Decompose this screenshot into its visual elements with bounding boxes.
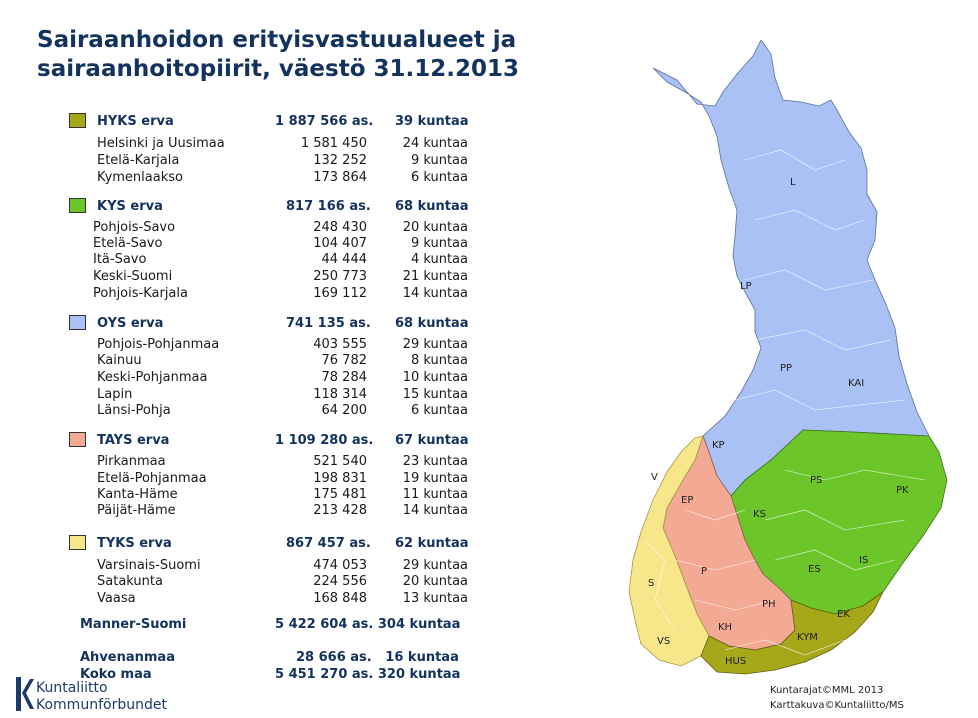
map-labels: L LP PP KAI KP PK PS KS EP V IS ES P S P… [648, 177, 909, 667]
legend-swatch-tyks [69, 535, 86, 550]
map-label: ES [808, 564, 821, 575]
region-hyks [700, 591, 884, 675]
group-municipalities: 39 kuntaa [395, 114, 469, 129]
page-title: Sairaanhoidon erityisvastuualueet ja sai… [37, 26, 597, 84]
map-label: PH [762, 599, 776, 610]
group-name: TYKS erva [97, 536, 172, 551]
group-municipalities: 68 kuntaa [395, 316, 469, 331]
group-population: 741 135 as. [286, 316, 371, 331]
legend-swatch-hyks [69, 113, 86, 128]
title-line-1: Sairaanhoidon erityisvastuualueet ja [37, 27, 517, 53]
map-label: KP [712, 440, 725, 451]
map-label: EP [681, 495, 693, 506]
legend-swatch-tays [69, 432, 86, 447]
group-municipalities: 68 kuntaa [395, 199, 469, 214]
kuntaliitto-logo: Kuntaliitto Kommunförbundet [14, 675, 204, 715]
logo-line-1: Kuntaliitto [36, 680, 108, 696]
municipal-borders [644, 149, 926, 656]
group-population: 817 166 as. [286, 199, 371, 214]
map-label: PP [780, 363, 792, 374]
title-line-2: sairaanhoitopiirit, väestö 31.12.2013 [37, 56, 520, 82]
map-label: KAI [848, 378, 864, 389]
map-label: EK [837, 609, 850, 620]
map-label: KS [753, 509, 766, 520]
group-municipalities: 67 kuntaa [395, 433, 469, 448]
map-label: IS [859, 555, 868, 566]
map-label: L [790, 177, 796, 188]
logo-line-2: Kommunförbundet [36, 697, 167, 713]
map-label: P [701, 566, 707, 577]
map-label: KYM [797, 632, 818, 643]
group-population: 1 109 280 as. [275, 433, 374, 448]
group-name: TAYS erva [97, 433, 170, 448]
region-tyks [628, 435, 710, 667]
map-label: PK [896, 485, 909, 496]
group-name: HYKS erva [97, 114, 174, 129]
map-label: V [651, 472, 658, 483]
region-oys [652, 40, 930, 497]
group-name: OYS erva [97, 316, 164, 331]
legend-swatch-kys [69, 198, 86, 213]
finland-map: L LP PP KAI KP PK PS KS EP V IS ES P S P… [628, 40, 948, 675]
map-credit-map: Karttakuva©Kuntaliitto/MS [770, 700, 904, 711]
group-population: 867 457 as. [286, 536, 371, 551]
map-label: HUS [725, 656, 746, 667]
map-label: KH [718, 622, 732, 633]
group-name: KYS erva [97, 199, 163, 214]
map-label: PS [810, 475, 822, 486]
map-label: VS [657, 636, 670, 647]
map-credit-borders: Kuntarajat©MML 2013 [770, 685, 884, 696]
group-population: 1 887 566 as. [275, 114, 374, 129]
logo-mark-icon [16, 677, 34, 711]
group-municipalities: 62 kuntaa [395, 536, 469, 551]
map-label: LP [740, 281, 752, 292]
legend-swatch-oys [69, 315, 86, 330]
map-label: S [648, 578, 654, 589]
